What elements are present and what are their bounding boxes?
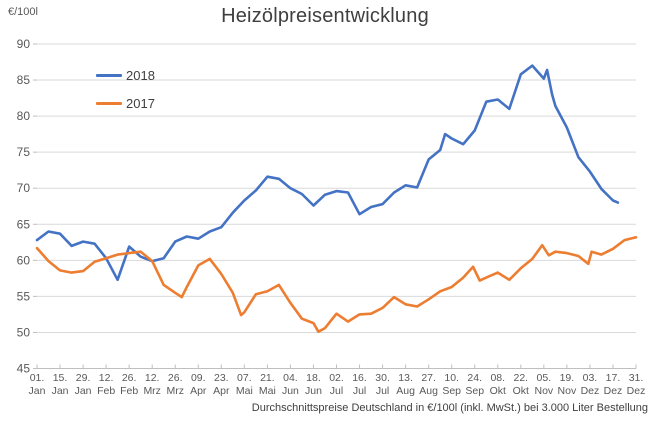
- x-tick-label-month: Jun: [282, 385, 299, 397]
- legend-swatch-2017-icon: [96, 101, 122, 105]
- x-tick-label-day: 12.: [145, 372, 160, 384]
- x-tick-label-month: Aug: [396, 385, 415, 397]
- x-tick-label-day: 26.: [122, 372, 137, 384]
- x-tick-label-day: 26.: [168, 372, 183, 384]
- x-tick-label-month: Mai: [236, 385, 253, 397]
- x-tick-label-day: 12.: [99, 372, 114, 384]
- legend-item-2017: 2017: [96, 89, 155, 117]
- x-tick-label-month: Mrz: [143, 385, 161, 397]
- x-tick-label-month: Okt: [513, 385, 529, 397]
- series-line-2017: [35, 236, 638, 334]
- x-tick-label-day: 03.: [583, 372, 598, 384]
- x-tick-label-month: Nov: [535, 385, 554, 397]
- y-tick-label: 70: [17, 181, 31, 195]
- x-tick-label-month: Dez: [604, 385, 623, 397]
- y-tick-label: 80: [17, 109, 31, 123]
- x-tick-label-month: Jul: [330, 385, 343, 397]
- legend-label-2017: 2017: [126, 95, 155, 111]
- x-tick-label-month: Jul: [376, 385, 389, 397]
- x-tick-label-day: 07.: [237, 372, 252, 384]
- x-tick-label-day: 09.: [191, 372, 206, 384]
- chart-title: Heizölpreisentwicklung: [221, 5, 429, 27]
- x-tick-label-month: Aug: [419, 385, 438, 397]
- x-tick-label-day: 02.: [329, 372, 344, 384]
- x-tick-label-day: 16.: [352, 372, 367, 384]
- x-tick-label-month: Jan: [29, 385, 46, 397]
- legend-swatch-2018-icon: [96, 73, 122, 77]
- y-tick-label: 90: [17, 37, 31, 51]
- x-tick-label-day: 21.: [260, 372, 275, 384]
- x-tick-label-month: Jan: [75, 385, 92, 397]
- x-tick-label-month: Sep: [442, 385, 461, 397]
- x-tick-label-day: 13.: [398, 372, 413, 384]
- x-tick-label-day: 19.: [560, 372, 575, 384]
- x-tick-label-day: 18.: [306, 372, 321, 384]
- x-tick-label-day: 31.: [629, 372, 644, 384]
- x-tick-label-day: 29.: [76, 372, 91, 384]
- x-tick-label-month: Jul: [353, 385, 366, 397]
- x-tick-label-day: 24.: [467, 372, 482, 384]
- x-tick-label-month: Apr: [190, 385, 207, 397]
- y-tick-label: 75: [17, 145, 31, 159]
- x-tick-label-day: 17.: [606, 372, 621, 384]
- x-tick-label-month: Sep: [465, 385, 484, 397]
- y-axis-unit-label: €/100l: [8, 6, 38, 18]
- x-tick-label-day: 10.: [444, 372, 459, 384]
- y-tick-label: 65: [17, 217, 31, 231]
- x-tick-label-day: 08.: [490, 372, 505, 384]
- x-tick-label-month: Feb: [97, 385, 115, 397]
- y-tick-label: 45: [17, 362, 31, 376]
- y-tick-label: 55: [17, 289, 31, 303]
- x-tick-label-month: Dez: [627, 385, 646, 397]
- x-tick-label-day: 15.: [53, 372, 68, 384]
- y-tick-label: 85: [17, 73, 31, 87]
- x-tick-label-day: 23.: [214, 372, 229, 384]
- x-tick-label-month: Nov: [558, 385, 577, 397]
- legend: 2018 2017: [96, 61, 155, 117]
- x-tick-label-day: 27.: [421, 372, 436, 384]
- x-tick-label-month: Mrz: [166, 385, 184, 397]
- x-tick-label-day: 04.: [283, 372, 298, 384]
- series-line-2018: [35, 64, 620, 282]
- y-tick-label: 60: [17, 253, 31, 267]
- x-tick-label-month: Feb: [120, 385, 138, 397]
- x-tick-label-month: Jun: [305, 385, 322, 397]
- legend-label-2018: 2018: [126, 67, 155, 83]
- x-tick-label-month: Dez: [581, 385, 600, 397]
- x-tick-label-month: Jan: [52, 385, 69, 397]
- x-tick-label-month: Mai: [259, 385, 276, 397]
- legend-item-2018: 2018: [96, 61, 155, 89]
- x-tick-label-day: 05.: [537, 372, 552, 384]
- x-tick-label-month: Okt: [490, 385, 506, 397]
- y-tick-label: 50: [17, 325, 31, 339]
- chart-caption: Durchschnittspreise Deutschland in €/100…: [251, 402, 648, 414]
- x-tick-label-day: 01.: [30, 372, 45, 384]
- x-tick-label-day: 30.: [375, 372, 390, 384]
- x-tick-label-month: Apr: [213, 385, 230, 397]
- x-tick-label-day: 22.: [514, 372, 529, 384]
